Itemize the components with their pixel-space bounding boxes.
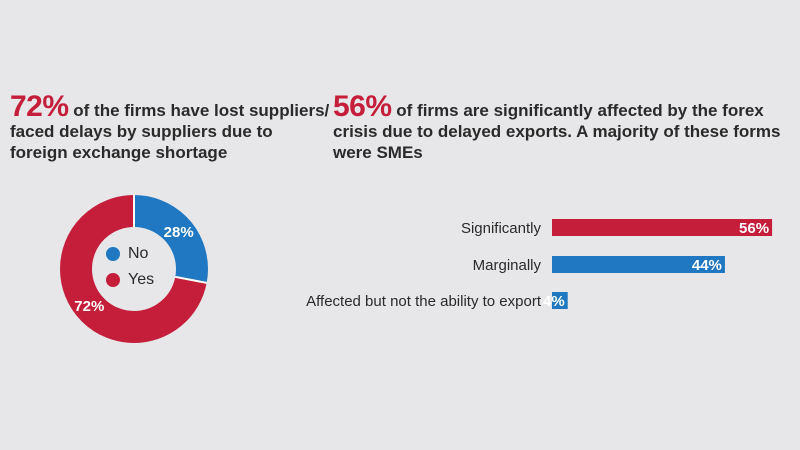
donut-label-no: 28%	[164, 224, 194, 241]
donut-separator	[175, 275, 207, 284]
bar-marginally	[552, 256, 725, 273]
bar-significantly	[552, 219, 773, 236]
bar-affected-but-not-the-ability-to-export	[552, 292, 568, 309]
bar-value-label: 56%	[739, 220, 769, 237]
legend-label-yes: Yes	[128, 271, 155, 288]
left-headline: 72% of the firms have lost suppliers/ fa…	[10, 92, 330, 163]
right-headline-text: of firms are significantly affected by t…	[333, 101, 781, 162]
left-headline-text: of the firms have lost suppliers/ faced …	[10, 101, 330, 162]
legend-dot-no	[106, 247, 120, 261]
donut-label-yes: 72%	[74, 298, 104, 315]
bar-category-label: Marginally	[473, 257, 542, 274]
legend-item-yes: Yes	[106, 271, 154, 289]
bar-category-label: Affected but not the ability to export	[306, 293, 542, 310]
legend-dot-yes	[106, 273, 120, 287]
bar-value-label: 4%	[543, 293, 565, 310]
right-headline: 56% of firms are significantly affected …	[333, 92, 800, 163]
left-headline-percent: 72%	[10, 90, 69, 123]
legend-item-no: No	[106, 245, 148, 263]
bar-value-label: 44%	[692, 257, 722, 274]
legend-label-no: No	[128, 245, 149, 262]
bar-category-label: Significantly	[461, 220, 542, 237]
right-headline-percent: 56%	[333, 90, 392, 123]
donut-chart: 28% 72%	[60, 195, 208, 343]
